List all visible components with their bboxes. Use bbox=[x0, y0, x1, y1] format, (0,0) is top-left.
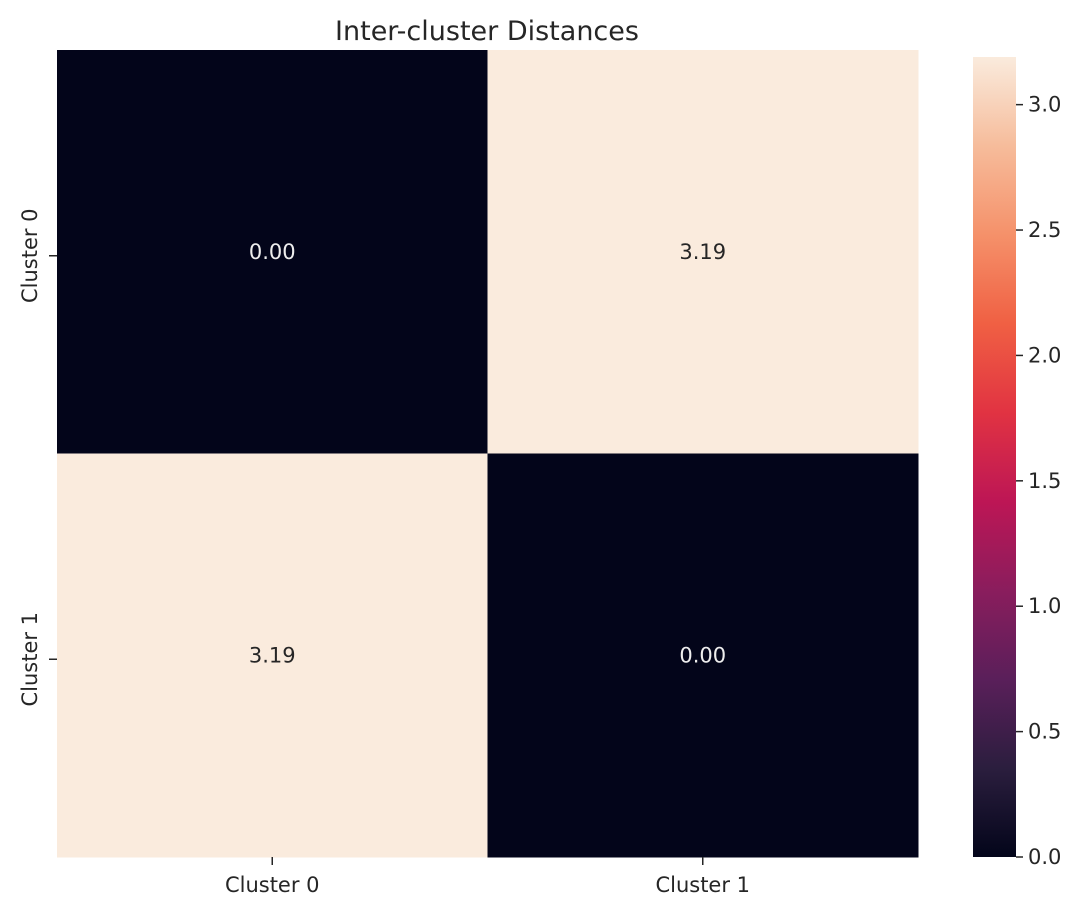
cell-annotation-r1-c0: 3.19 bbox=[249, 643, 296, 667]
y-tick-label: Cluster 1 bbox=[18, 612, 42, 707]
colorbar-tick-label: 2.5 bbox=[1028, 218, 1061, 242]
cell-annotation-r0-c0: 0.00 bbox=[249, 240, 296, 264]
heatmap-cell-r1-c1 bbox=[487, 453, 919, 858]
y-tick-label: Cluster 0 bbox=[18, 208, 42, 303]
heatmap-cell-r1-c0 bbox=[57, 453, 488, 858]
cell-annotation-r1-c1: 0.00 bbox=[679, 643, 726, 667]
colorbar-tick-label: 1.0 bbox=[1028, 594, 1061, 618]
x-axis: Cluster 0 Cluster 1 bbox=[225, 857, 750, 897]
cell-annotation-r0-c1: 3.19 bbox=[679, 240, 726, 264]
colorbar-axis: 0.0 0.5 1.0 1.5 2.0 2.5 3.0 bbox=[1016, 93, 1061, 869]
heatmap-cell-r0-c0 bbox=[57, 50, 488, 454]
colorbar-tick-label: 2.0 bbox=[1028, 343, 1061, 367]
x-tick-label: Cluster 0 bbox=[225, 873, 320, 897]
x-tick-label: Cluster 1 bbox=[655, 873, 750, 897]
y-axis: Cluster 0 Cluster 1 bbox=[18, 208, 57, 707]
heatmap-cells bbox=[57, 50, 919, 858]
colorbar-tick-label: 0.0 bbox=[1028, 845, 1061, 869]
chart-title: Inter-cluster Distances bbox=[335, 16, 639, 47]
heatmap-annotations: 0.00 3.19 3.19 0.00 bbox=[249, 240, 726, 668]
colorbar-tick-label: 3.0 bbox=[1028, 93, 1061, 117]
colorbar bbox=[973, 57, 1016, 857]
heatmap-cell-r0-c1 bbox=[487, 50, 919, 454]
colorbar-tick-label: 1.5 bbox=[1028, 469, 1061, 493]
colorbar-tick-label: 0.5 bbox=[1028, 720, 1061, 744]
